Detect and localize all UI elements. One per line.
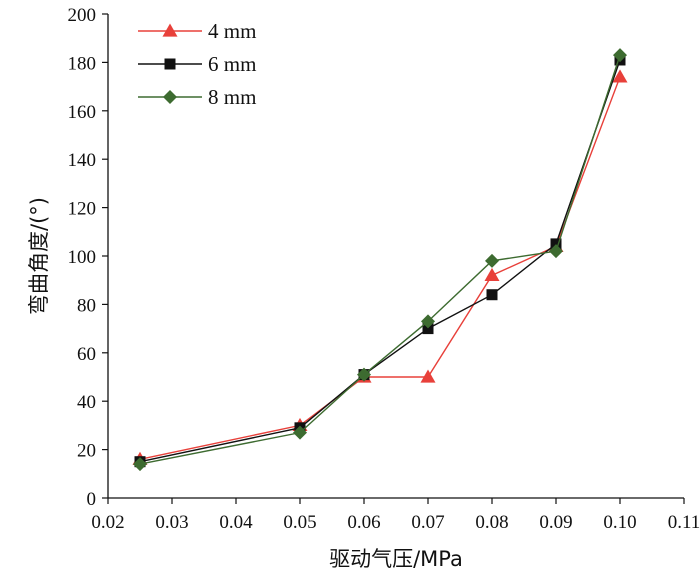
x-axis-ticks: 0.02 0.03 0.04 0.05 0.06 0.07 0.08 0.09 0.10 0.11 xyxy=(91,498,700,533)
x-axis-title: 驱动气压/MPa xyxy=(329,547,463,571)
y-tick-label: 120 xyxy=(68,199,97,220)
legend-item: 8 mm xyxy=(138,85,256,109)
series-line xyxy=(139,76,621,460)
x-tick-label: 0.04 xyxy=(219,512,253,533)
axes xyxy=(107,14,684,499)
x-tick-label: 0.07 xyxy=(411,512,444,533)
x-tick-label: 0.05 xyxy=(283,512,316,533)
y-tick-label: 180 xyxy=(68,53,97,74)
x-tick-label: 0.11 xyxy=(668,512,700,533)
x-tick-label: 0.06 xyxy=(347,512,380,533)
legend-marker-square xyxy=(164,58,176,70)
y-tick-label: 100 xyxy=(68,247,97,268)
data-point-diamond xyxy=(549,244,563,259)
data-point-diamond xyxy=(421,314,435,329)
legend-marker-triangle xyxy=(162,23,178,37)
legend: 4 mm 6 mm 8 mm xyxy=(138,19,256,109)
y-tick-label: 160 xyxy=(68,102,97,123)
y-tick-label: 140 xyxy=(68,150,97,171)
y-tick-label: 60 xyxy=(77,344,96,365)
series-line xyxy=(139,59,621,463)
data-point-diamond xyxy=(357,367,371,382)
x-tick-label: 0.03 xyxy=(155,512,188,533)
data-point-diamond xyxy=(133,457,147,472)
legend-label: 6 mm xyxy=(208,52,256,76)
legend-item: 4 mm xyxy=(138,19,256,43)
plot-area xyxy=(132,48,628,472)
data-point-triangle xyxy=(420,369,436,383)
data-point-square xyxy=(486,289,498,301)
data-point-diamond xyxy=(485,253,499,268)
y-tick-label: 80 xyxy=(77,295,96,316)
y-tick-label: 0 xyxy=(87,489,97,510)
y-tick-label: 200 xyxy=(68,5,97,26)
data-point-square xyxy=(422,323,434,335)
data-point-triangle xyxy=(612,69,628,83)
legend-item: 6 mm xyxy=(138,52,256,76)
y-axis-title: 弯曲角度/(°) xyxy=(27,197,51,315)
series-line xyxy=(139,54,621,465)
legend-marker-diamond xyxy=(163,90,177,104)
data-point-diamond xyxy=(293,425,307,440)
legend-label: 4 mm xyxy=(208,19,256,43)
y-tick-label: 20 xyxy=(77,441,96,462)
data-point-triangle xyxy=(484,267,500,281)
legend-label: 8 mm xyxy=(208,85,256,109)
x-tick-label: 0.08 xyxy=(475,512,508,533)
series-4-mm xyxy=(132,69,628,465)
data-point-square xyxy=(550,238,562,250)
y-axis-ticks: 0 20 40 60 80 100 120 140 160 180 200 xyxy=(68,5,108,510)
x-tick-label: 0.10 xyxy=(603,512,636,533)
y-tick-label: 40 xyxy=(77,392,96,413)
series-6-mm xyxy=(134,54,626,468)
data-point-diamond xyxy=(613,48,627,63)
series-8-mm xyxy=(133,48,627,472)
x-tick-label: 0.09 xyxy=(539,512,572,533)
x-tick-label: 0.02 xyxy=(91,512,124,533)
